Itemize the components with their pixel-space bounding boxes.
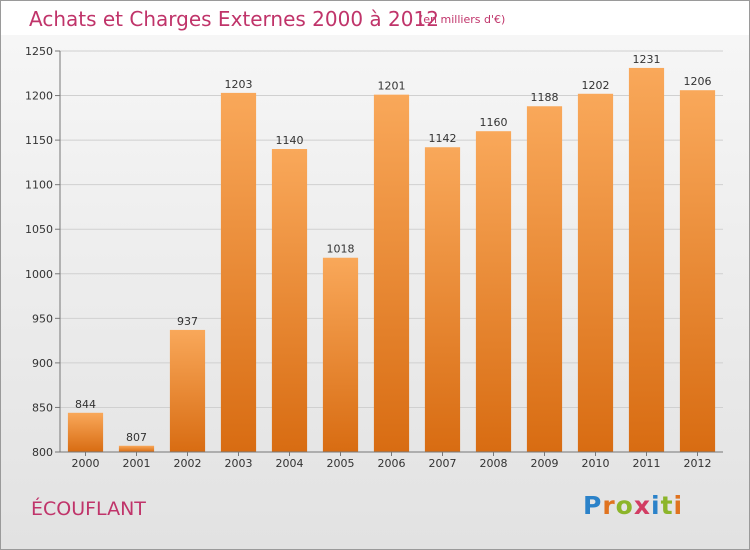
bar	[424, 147, 461, 453]
chart-title: Achats et Charges Externes 2000 à 2012	[29, 7, 439, 31]
data-label: 937	[177, 315, 198, 328]
bar	[169, 329, 206, 452]
x-tick-label: 2003	[225, 457, 253, 470]
bar	[322, 257, 359, 452]
bar	[628, 67, 665, 452]
x-tick-label: 2004	[276, 457, 304, 470]
data-label: 1203	[225, 78, 253, 91]
logo-letter: i	[651, 491, 661, 520]
data-label: 1142	[429, 132, 457, 145]
x-tick-label: 2006	[378, 457, 406, 470]
data-label: 1206	[684, 75, 712, 88]
y-tick-label: 1000	[25, 268, 53, 281]
x-tick-label: 2005	[327, 457, 355, 470]
y-tick-label: 1250	[25, 45, 53, 58]
x-tick-label: 2007	[429, 457, 457, 470]
x-tick-label: 2011	[633, 457, 661, 470]
y-tick-label: 950	[32, 312, 53, 325]
x-tick-label: 2008	[480, 457, 508, 470]
chart-header: Achats et Charges Externes 2000 à 2012 (…	[1, 1, 749, 35]
x-tick-label: 2010	[582, 457, 610, 470]
proxiti-logo: Proxiti	[583, 491, 683, 520]
y-tick-label: 1100	[25, 179, 53, 192]
logo-letter: r	[602, 491, 616, 520]
bar	[271, 149, 308, 452]
bar	[475, 131, 512, 452]
y-tick-label: 800	[32, 446, 53, 459]
x-tick-label: 2001	[123, 457, 151, 470]
logo-letter: P	[583, 491, 603, 520]
y-tick-label: 900	[32, 357, 53, 370]
axes	[55, 50, 723, 456]
bar	[373, 94, 410, 453]
bar	[118, 445, 155, 452]
data-label: 1201	[378, 80, 406, 93]
x-tick-label: 2012	[684, 457, 712, 470]
y-tick-label: 1200	[25, 90, 53, 103]
bar	[220, 92, 257, 452]
bar	[67, 412, 104, 452]
data-label: 1140	[276, 134, 304, 147]
logo-letter: i	[673, 491, 684, 520]
bar	[577, 93, 614, 453]
x-tick-label: 2002	[174, 457, 202, 470]
bar	[526, 106, 563, 452]
data-label: 1160	[480, 116, 508, 129]
labels: 800 850 900 950 1000 1050 1100 1150 1200 1250 844 2…	[25, 45, 712, 470]
data-label: 1018	[327, 243, 355, 256]
y-tick-label: 1050	[25, 223, 53, 236]
data-label: 1188	[531, 91, 559, 104]
logo-letter: t	[660, 491, 674, 520]
logo-letter: x	[633, 491, 651, 520]
bar	[679, 90, 716, 452]
x-tick-label: 2000	[72, 457, 100, 470]
data-label: 1231	[633, 53, 661, 66]
y-tick-label: 1150	[25, 134, 53, 147]
data-label: 1202	[582, 79, 610, 92]
bars	[67, 67, 716, 453]
logo-letter: o	[615, 491, 634, 520]
x-tick-label: 2009	[531, 457, 559, 470]
data-label: 807	[126, 431, 147, 444]
data-label: 844	[75, 398, 96, 411]
y-tick-label: 850	[32, 401, 53, 414]
commune-name: ÉCOUFLANT	[31, 498, 146, 520]
chart-subtitle: (en milliers d'€)	[419, 13, 506, 26]
